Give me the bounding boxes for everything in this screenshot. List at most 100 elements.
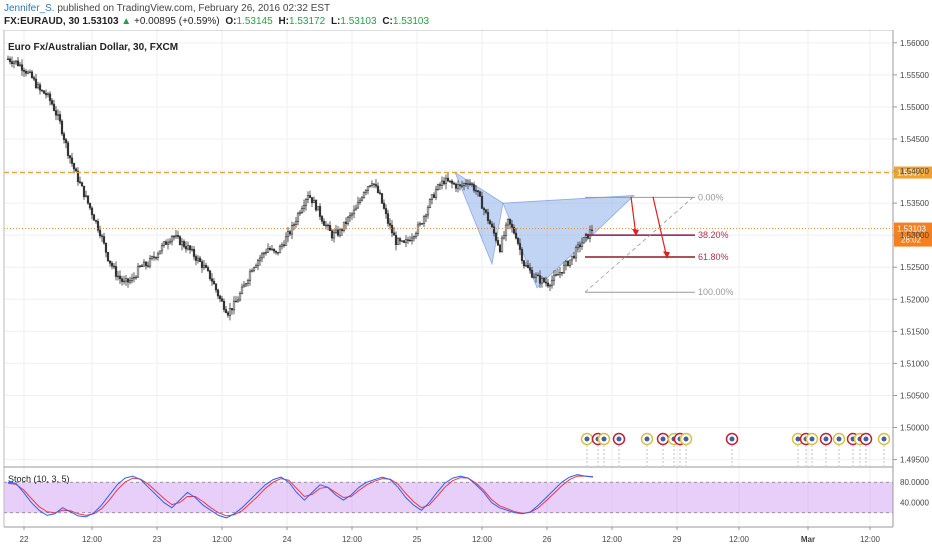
- candle-down: [40, 89, 44, 92]
- candle-down: [198, 257, 202, 262]
- harmonic-pattern[interactable]: [454, 171, 636, 289]
- candle-up: [404, 239, 408, 243]
- x-tick-label: 29: [673, 535, 682, 544]
- candle-down: [108, 260, 112, 264]
- candle-up: [366, 186, 370, 191]
- symbol-label: FX:EURAUD, 30: [4, 16, 80, 27]
- candle-up: [576, 244, 580, 248]
- candle-down: [154, 257, 158, 259]
- candle-up: [284, 236, 288, 246]
- candle-down: [16, 60, 20, 67]
- candle-down: [572, 255, 576, 259]
- candle-down: [408, 239, 412, 242]
- y-tick-label: 1.56000: [900, 39, 929, 48]
- candle-down: [86, 195, 90, 204]
- candle-down: [152, 256, 156, 258]
- candle-up: [302, 205, 306, 209]
- x-tick-label: 12:00: [342, 535, 363, 544]
- candle-down: [340, 229, 344, 231]
- candle-up: [396, 238, 400, 245]
- candle-up: [244, 283, 248, 286]
- candle-up: [242, 284, 246, 288]
- low-label: L:: [330, 16, 341, 27]
- candle-up: [562, 264, 566, 274]
- stoch-k-line: [7, 474, 594, 519]
- event-flag-core: [881, 436, 887, 442]
- candle-down: [344, 221, 348, 225]
- candle-down: [70, 157, 74, 164]
- candle-down: [402, 240, 406, 243]
- last-price: 1.53103: [82, 16, 119, 27]
- y-tick-label: 1.54000: [900, 167, 929, 176]
- candle-down: [276, 252, 280, 254]
- candle-up: [348, 214, 352, 218]
- candle-up: [356, 202, 360, 209]
- event-flag-core: [683, 436, 689, 442]
- x-tick-label: 12:00: [82, 535, 103, 544]
- candle-up: [130, 277, 134, 281]
- candle-up: [122, 280, 126, 283]
- candle-down: [388, 223, 392, 226]
- candle-up: [400, 240, 404, 242]
- price-chart[interactable]: 1.53977 1.53103 28:02 0.00% 38.20% 61.80% 100…: [0, 30, 932, 550]
- y-tick-label: 1.51000: [900, 359, 929, 368]
- candle-down: [384, 208, 388, 215]
- candle-up: [258, 257, 262, 261]
- candle-up: [364, 190, 368, 193]
- candle-up: [550, 279, 554, 286]
- candle-down: [336, 229, 340, 236]
- y-tick-label: 1.52000: [900, 295, 929, 304]
- candle-up: [28, 71, 32, 74]
- candle-down: [442, 180, 446, 185]
- candle-down: [90, 207, 94, 216]
- x-tick-label: 22: [20, 535, 29, 544]
- grid: [4, 30, 893, 527]
- countdown-label: 28:02: [901, 236, 922, 245]
- candle-down: [478, 191, 482, 197]
- candle-down: [204, 264, 208, 268]
- candle-down: [112, 265, 116, 268]
- candle-down: [536, 274, 540, 277]
- candle-up: [170, 236, 174, 242]
- x-tick-label: 12:00: [729, 535, 750, 544]
- candle-down: [176, 235, 180, 237]
- candle-up: [156, 253, 160, 258]
- candle-down: [486, 212, 490, 222]
- high-label: H:: [278, 16, 289, 27]
- candle-down: [72, 163, 76, 170]
- candle-down: [464, 183, 468, 185]
- candle-down: [546, 282, 550, 287]
- fibonacci-levels[interactable]: 0.00% 38.20% 61.80% 100.00%: [584, 192, 734, 297]
- candle-up: [12, 61, 16, 64]
- candle-up: [418, 223, 422, 226]
- candle-down: [96, 221, 100, 231]
- candle-down: [100, 235, 104, 237]
- candle-up: [334, 229, 338, 233]
- candle-up: [270, 248, 274, 251]
- stochastic-pane: [4, 474, 893, 519]
- candle-up: [280, 244, 284, 247]
- open-value: 1.53145: [236, 16, 273, 27]
- current-price-label: 1.53103: [897, 225, 926, 234]
- y-tick-label: 1.54500: [900, 135, 929, 144]
- candle-down: [516, 237, 520, 244]
- candle-up: [506, 218, 510, 226]
- candle-down: [406, 239, 410, 241]
- target-arrow-head: [663, 251, 670, 259]
- economic-events[interactable]: [580, 432, 891, 467]
- candle-up: [150, 256, 154, 259]
- candle-down: [480, 195, 484, 209]
- candle-up: [202, 264, 206, 268]
- candle-down: [498, 244, 502, 252]
- author-link[interactable]: Jennifer_S.: [4, 3, 55, 14]
- candle-down: [44, 93, 48, 96]
- candle-up: [190, 248, 194, 251]
- x-tick-label: 25: [413, 535, 422, 544]
- candle-down: [490, 223, 494, 228]
- y-tick-label: 1.53500: [900, 199, 929, 208]
- candle-up: [316, 206, 320, 211]
- candle-down: [322, 220, 326, 226]
- candle-up: [256, 260, 260, 266]
- candle-up: [56, 114, 60, 116]
- candle-down: [192, 248, 196, 257]
